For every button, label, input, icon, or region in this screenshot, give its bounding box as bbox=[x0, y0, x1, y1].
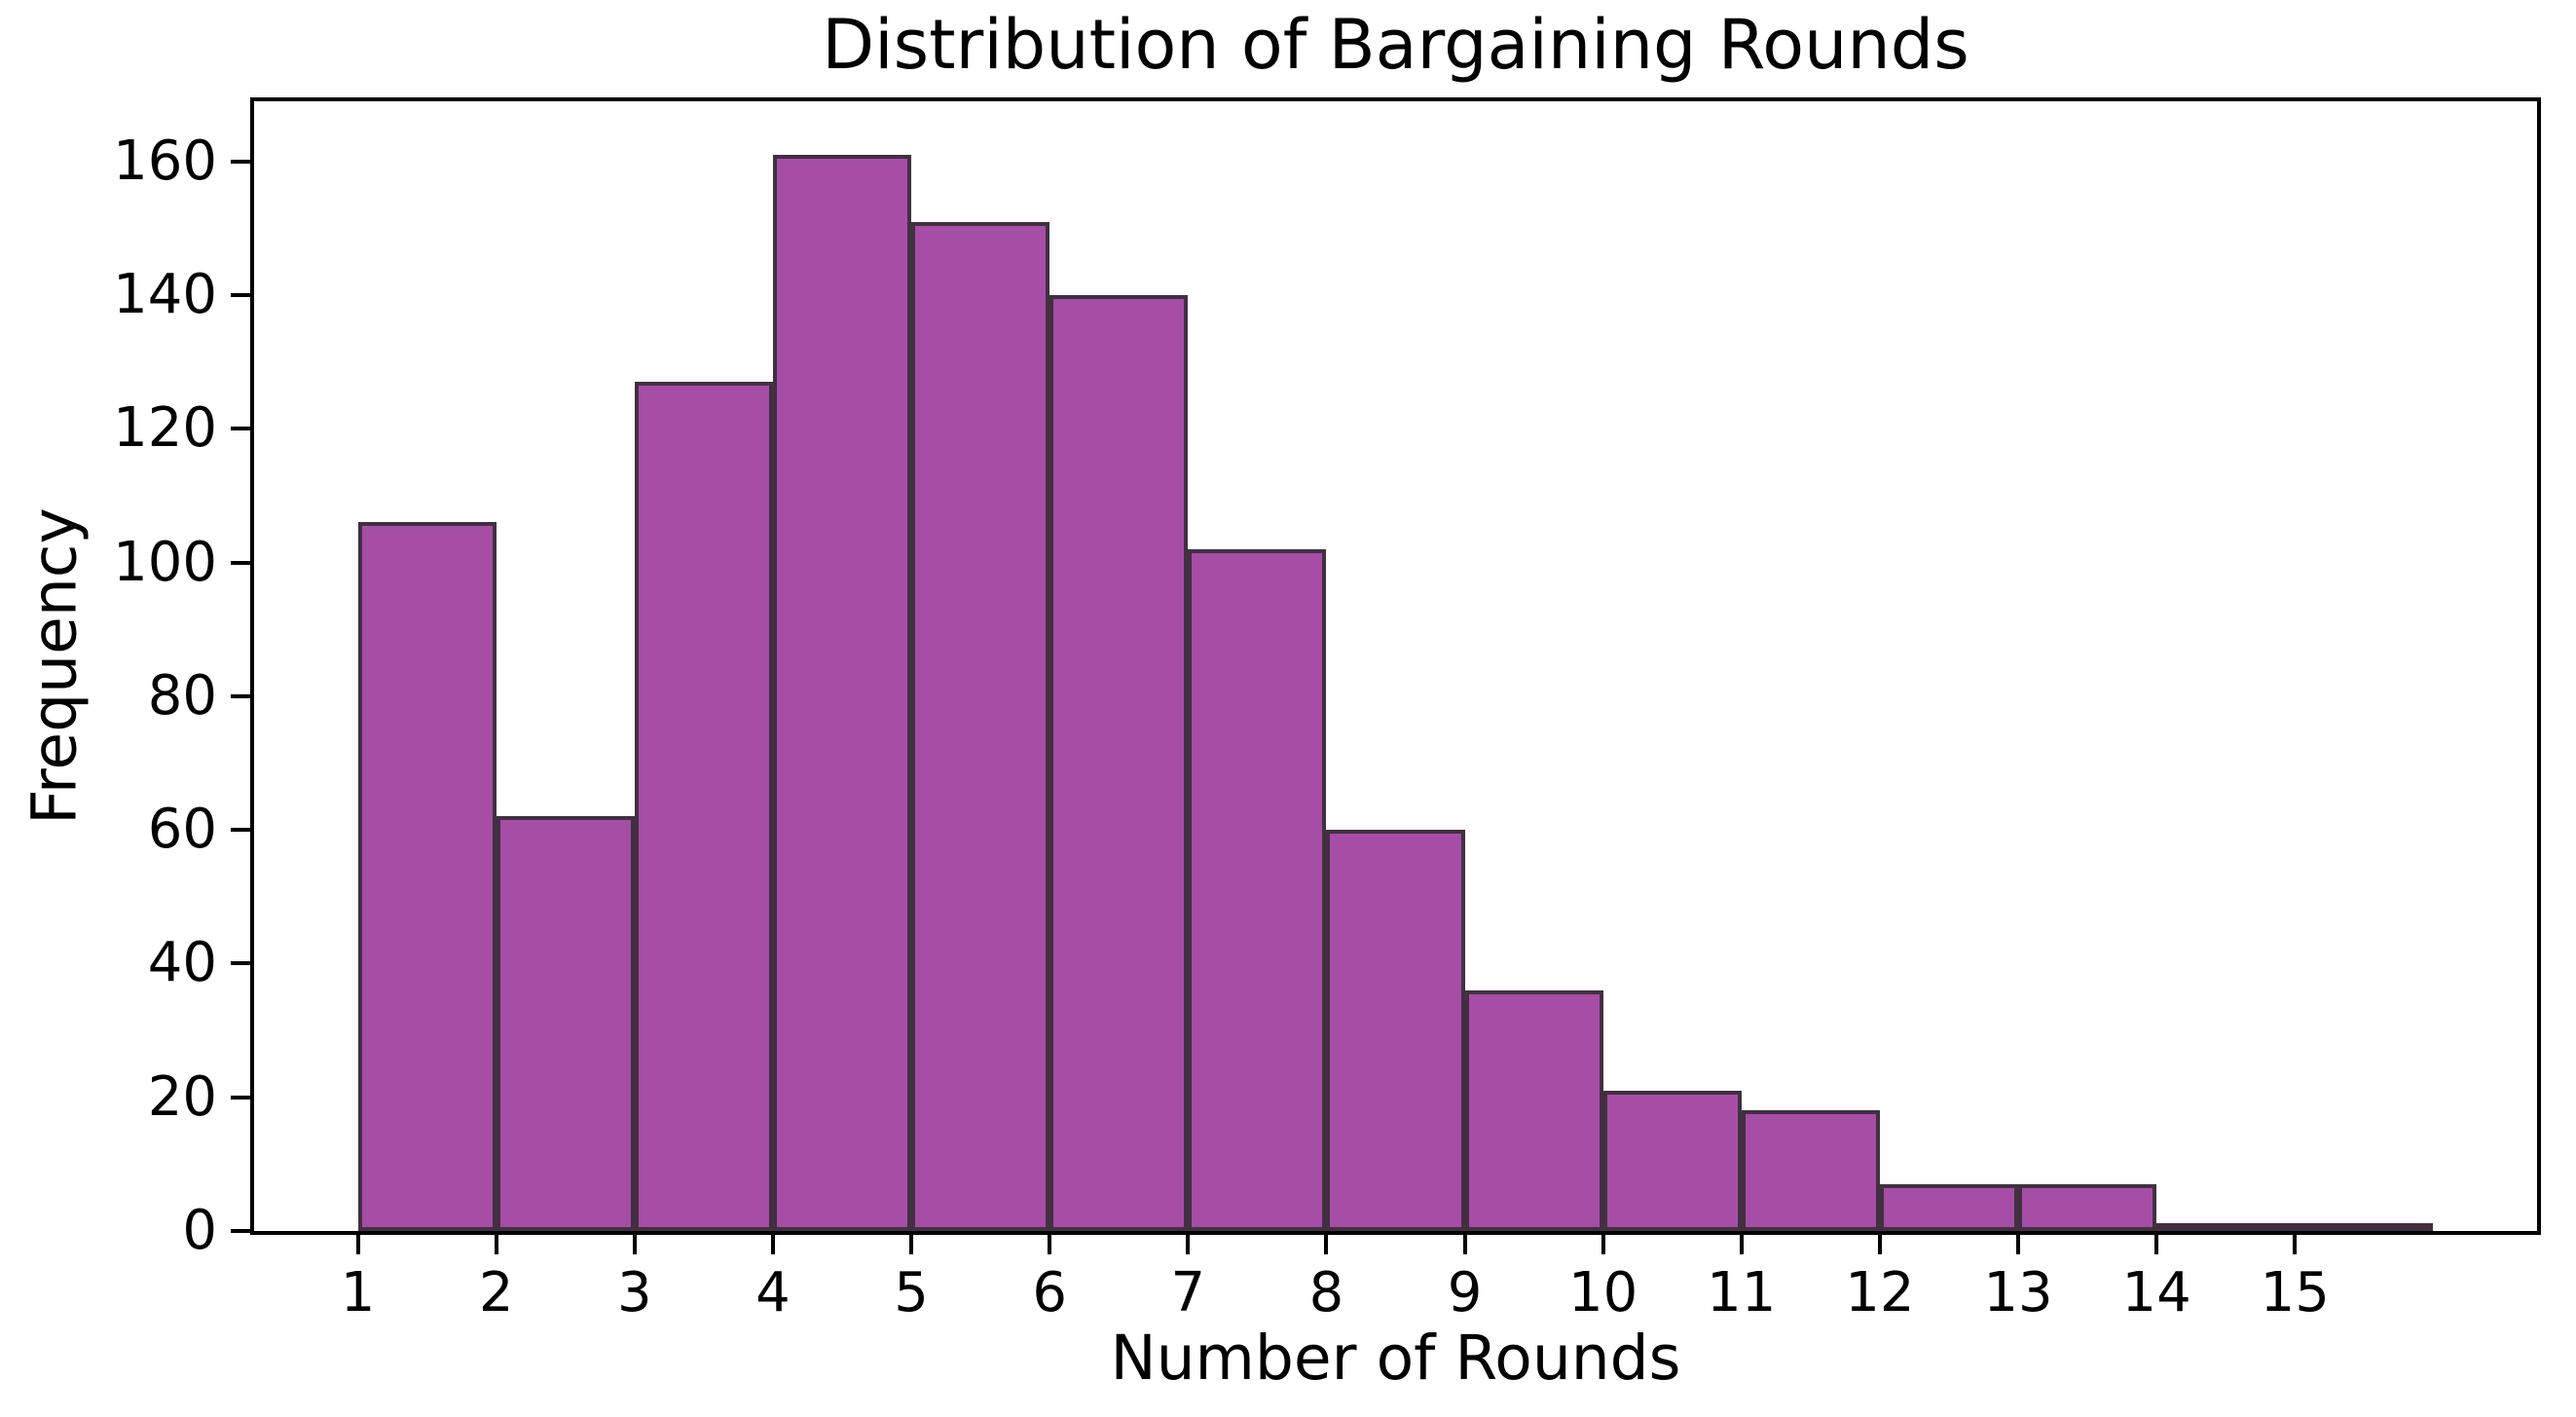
x-tick bbox=[355, 1235, 360, 1254]
x-tick-label: 4 bbox=[755, 1261, 791, 1324]
histogram-bar bbox=[2156, 1223, 2296, 1231]
x-tick-label: 11 bbox=[1707, 1261, 1777, 1324]
histogram-bar bbox=[2018, 1183, 2157, 1231]
histogram-bar bbox=[1049, 295, 1189, 1231]
x-tick-label: 9 bbox=[1447, 1261, 1483, 1324]
y-tick-label: 160 bbox=[113, 129, 217, 193]
histogram-bar bbox=[1188, 548, 1327, 1231]
histogram-bar bbox=[1879, 1183, 2019, 1231]
x-tick bbox=[1877, 1235, 1882, 1254]
y-tick bbox=[231, 560, 250, 565]
histogram-bar bbox=[2295, 1223, 2434, 1231]
x-tick bbox=[632, 1235, 637, 1254]
x-tick-label: 15 bbox=[2260, 1261, 2330, 1324]
x-tick-label: 6 bbox=[1032, 1261, 1067, 1324]
y-tick bbox=[231, 693, 250, 698]
y-tick-label: 40 bbox=[147, 931, 217, 995]
x-tick bbox=[1601, 1235, 1605, 1254]
x-tick-label: 13 bbox=[1983, 1261, 2053, 1324]
x-tick-label: 7 bbox=[1170, 1261, 1206, 1324]
x-tick-label: 1 bbox=[340, 1261, 376, 1324]
y-tick-label: 80 bbox=[147, 663, 217, 727]
histogram-bar bbox=[496, 816, 635, 1231]
y-tick-label: 20 bbox=[147, 1064, 217, 1129]
x-tick bbox=[1739, 1235, 1744, 1254]
histogram-bar bbox=[1464, 989, 1603, 1231]
x-tick bbox=[1462, 1235, 1467, 1254]
y-tick bbox=[231, 1229, 250, 1233]
x-tick-label: 5 bbox=[894, 1261, 929, 1324]
y-tick-label: 100 bbox=[113, 530, 217, 594]
histogram-bar bbox=[1326, 830, 1465, 1231]
x-tick-label: 3 bbox=[617, 1261, 652, 1324]
y-tick-label: 60 bbox=[147, 798, 217, 862]
histogram-bar bbox=[772, 154, 912, 1231]
chart-title: Distribution of Bargaining Rounds bbox=[822, 5, 1969, 85]
x-tick-label: 8 bbox=[1308, 1261, 1344, 1324]
y-tick bbox=[231, 427, 250, 431]
x-tick bbox=[770, 1235, 775, 1254]
x-tick bbox=[1324, 1235, 1329, 1254]
y-tick bbox=[231, 961, 250, 966]
x-tick bbox=[1048, 1235, 1052, 1254]
y-tick-label: 140 bbox=[113, 263, 217, 327]
x-tick-label: 14 bbox=[2121, 1261, 2191, 1324]
x-tick bbox=[2293, 1235, 2298, 1254]
y-tick-label: 0 bbox=[182, 1199, 217, 1262]
histogram-bar bbox=[634, 382, 773, 1231]
x-tick bbox=[909, 1235, 914, 1254]
x-axis-label: Number of Rounds bbox=[1110, 1323, 1681, 1394]
x-tick-label: 2 bbox=[478, 1261, 514, 1324]
x-tick-label: 12 bbox=[1845, 1261, 1915, 1324]
y-tick bbox=[231, 1095, 250, 1100]
x-tick bbox=[1186, 1235, 1191, 1254]
x-tick bbox=[494, 1235, 498, 1254]
plot-area bbox=[250, 97, 2541, 1235]
x-tick bbox=[2016, 1235, 2021, 1254]
y-tick bbox=[231, 293, 250, 298]
histogram-bar bbox=[911, 221, 1050, 1231]
x-tick bbox=[2154, 1235, 2159, 1254]
y-tick-label: 120 bbox=[113, 396, 217, 461]
y-tick bbox=[231, 159, 250, 164]
histogram-bar bbox=[357, 522, 497, 1231]
x-tick-label: 10 bbox=[1568, 1261, 1638, 1324]
y-tick bbox=[231, 828, 250, 833]
histogram-bars bbox=[254, 101, 2537, 1231]
histogram-bar bbox=[1602, 1090, 1742, 1231]
histogram-bar bbox=[1741, 1110, 1880, 1231]
